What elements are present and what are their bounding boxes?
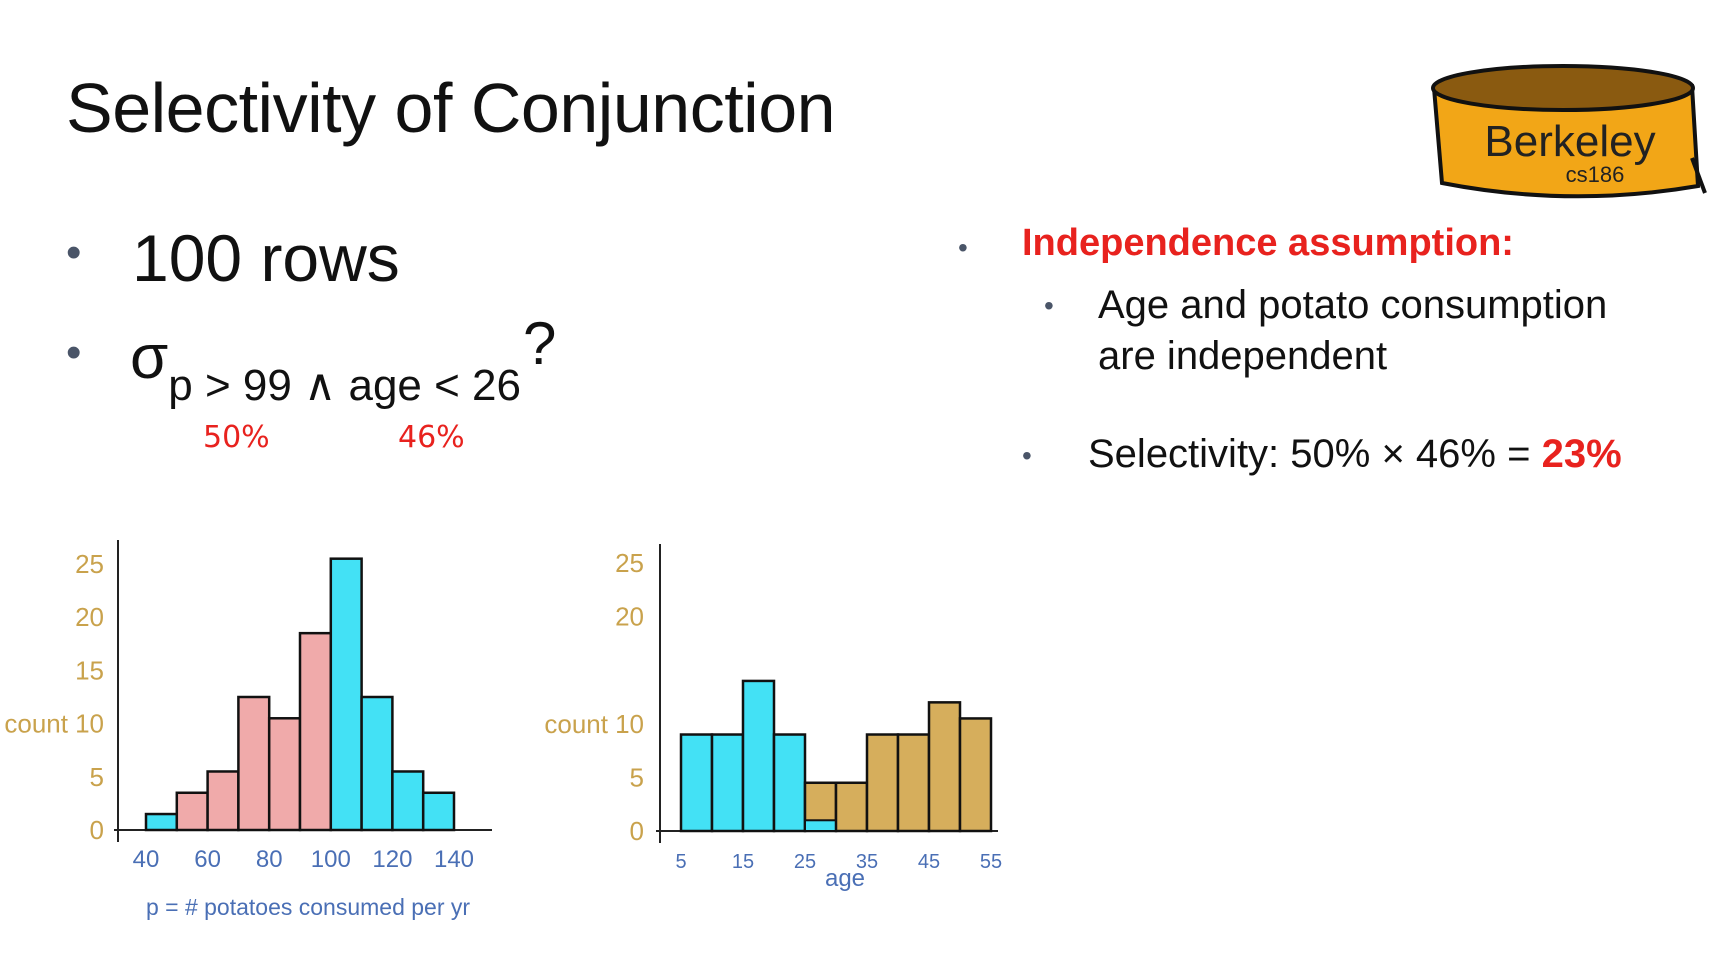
x-axis-label: p = # potatoes consumed per yr [146,894,470,920]
histogram-bar [772,733,807,833]
logo-text: Berkeley [1484,117,1655,166]
independence-heading: Independence assumption: [1022,222,1514,264]
bullet-dot: • [1044,290,1054,321]
bullet-dot: • [66,228,82,277]
age-histogram: 0 5 10 20 25 count 5 15 25 35 45 55 age [544,544,1002,892]
x-tick-label: 15 [732,851,754,873]
histogram-bar [710,733,745,833]
independence-line-1: Age and potato consumption [1098,283,1608,327]
bullet-dot: • [958,232,968,263]
histogram-bar [329,557,363,832]
x-tick-label: 25 [794,851,816,873]
y-axis-label: count [544,709,608,739]
y-tick-label: 0 [90,815,104,845]
x-tick-label: 45 [918,851,940,873]
histogram-bar [896,733,931,833]
sigma-suffix: ? [522,310,557,377]
y-tick-label: 20 [75,602,104,632]
histogram-bar-overlay [804,819,837,832]
histogram-bar [421,791,456,832]
histogram-bar [865,733,900,833]
selectivity-expression: σp > 99 ∧ age < 26? [130,310,556,410]
histogram-bar [741,679,776,833]
selectivity-prefix: Selectivity: 50% × 46% = [1088,432,1542,476]
x-tick-label: 80 [256,846,283,873]
y-tick-label: 20 [615,602,644,632]
bullet-dot: • [1022,440,1032,471]
histogram-bar [144,812,179,832]
x-tick-label: 40 [133,846,160,873]
x-axis-label: age [825,865,865,892]
x-tick-label: 100 [311,846,351,873]
histogram-bar [679,733,714,833]
x-tick-label: 55 [980,851,1002,873]
y-tick-label: 5 [90,762,104,792]
sigma-subscript: p > 99 ∧ age < 26 [168,361,521,410]
logo-subtext: cs186 [1566,162,1625,187]
pct-p-label: 50% [203,420,270,455]
x-tick-label: 60 [194,846,221,873]
histogram-bar [834,781,869,833]
y-tick-label: 10 [75,709,104,739]
histogram-bar [958,717,993,833]
y-tick-label: 0 [630,816,644,846]
x-tick-label: 120 [372,846,412,873]
histogram-bar [175,791,209,832]
y-tick-label: 25 [75,549,104,579]
y-tick-label: 25 [615,548,644,578]
slide-title: Selectivity of Conjunction [66,69,836,147]
selectivity-calc: Selectivity: 50% × 46% = 23% [1088,432,1622,477]
x-tick-label: 140 [434,846,474,873]
sigma-symbol: σ [130,323,169,392]
histogram-bar [298,631,333,832]
histogram-bar [360,695,394,832]
histogram-bar [927,701,962,833]
potato-histogram: 0 5 10 15 20 25 count 40 60 80 100 120 140 p = # pota… [4,540,492,920]
histogram-bar [267,717,302,832]
y-tick-label: 5 [630,762,644,792]
berkeley-cs186-logo: Berkeley cs186 [1431,64,1707,199]
y-tick-label: 15 [75,655,104,685]
x-tick-label: 35 [856,851,878,873]
pct-age-label: 46% [398,420,465,455]
histogram-bar [237,695,271,832]
y-axis-label: count [4,709,68,739]
independence-line-2: are independent [1098,334,1388,378]
histogram-bar [206,770,240,832]
rows-bullet: 100 rows [132,221,400,295]
selectivity-result: 23% [1541,432,1622,476]
y-tick-label: 10 [615,709,644,739]
histogram-bar [391,770,425,832]
bullet-dot: • [66,328,82,377]
x-tick-label: 5 [675,851,686,873]
